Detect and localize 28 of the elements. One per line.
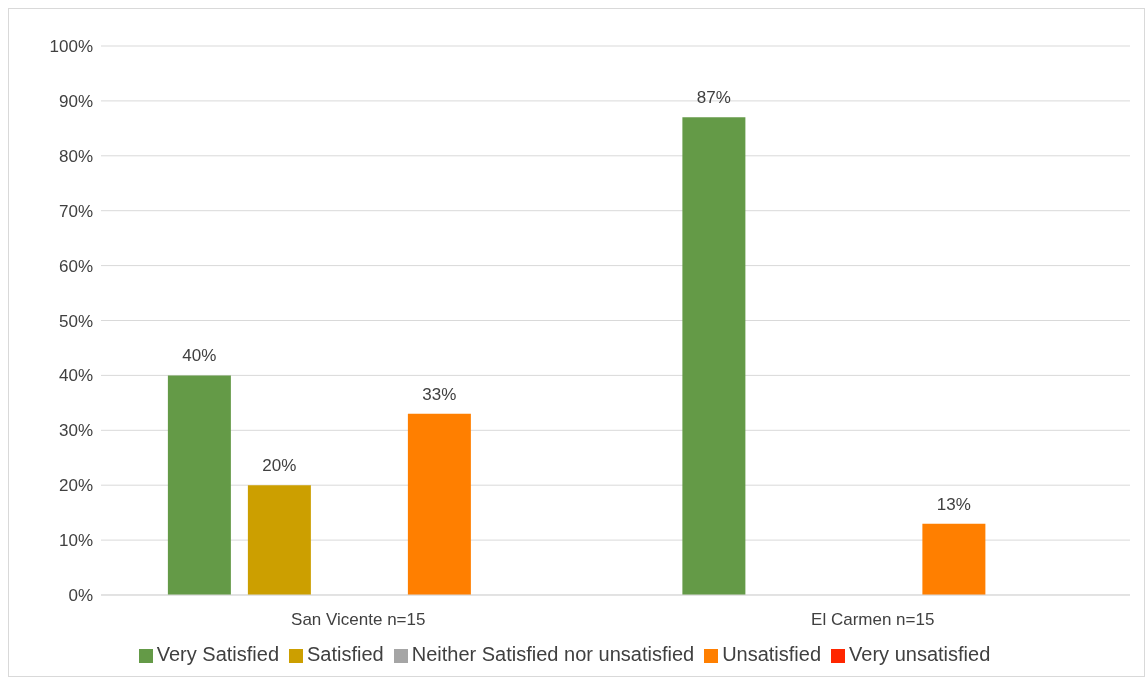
data-label: 20% <box>262 456 297 476</box>
data-label: 33% <box>422 384 457 404</box>
legend-label: Very Satisfied <box>156 643 280 665</box>
y-tick-label: 10% <box>58 531 93 551</box>
y-tick-label: 60% <box>58 256 93 276</box>
x-tick-label: San Vicente n=15 <box>291 610 426 630</box>
y-tick-label: 20% <box>58 476 93 496</box>
bar <box>682 117 746 595</box>
y-tick-label: 50% <box>58 311 93 331</box>
bar <box>167 375 231 595</box>
y-tick-label: 90% <box>58 91 93 111</box>
data-label: 87% <box>696 88 731 108</box>
bar <box>407 413 471 595</box>
bar <box>922 523 986 595</box>
y-tick-label: 80% <box>58 146 93 166</box>
data-label: 13% <box>936 494 971 514</box>
x-tick-label: El Carmen n=15 <box>811 610 935 630</box>
y-tick-label: 70% <box>58 201 93 221</box>
y-tick-label: 100% <box>49 37 93 57</box>
legend-label: Very unsatisfied <box>849 643 991 665</box>
legend-label: Unsatisfied <box>722 643 822 665</box>
bar <box>247 485 311 595</box>
legend-label: Neither Satisfied nor unsatisfied <box>411 643 695 665</box>
data-label: 40% <box>182 346 217 366</box>
y-tick-label: 40% <box>58 366 93 386</box>
legend-label: Satisfied <box>307 643 384 665</box>
y-tick-label: 30% <box>58 421 93 441</box>
y-tick-label: 0% <box>68 586 93 606</box>
